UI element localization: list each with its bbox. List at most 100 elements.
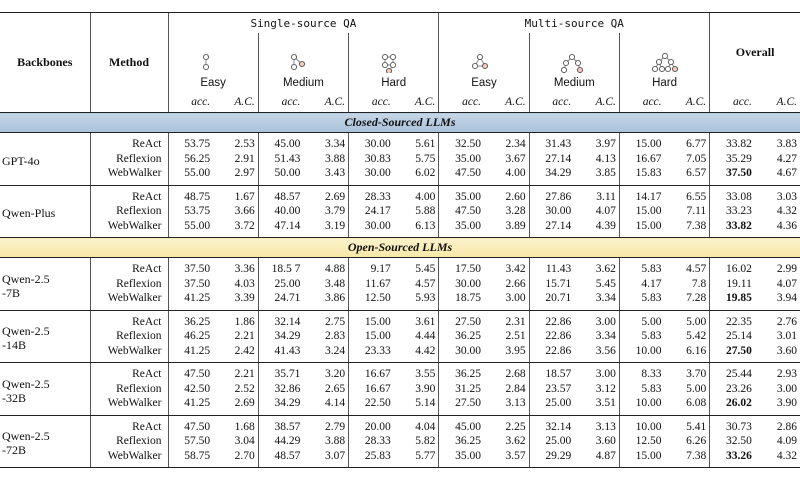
data-row: Reflexion 56.25 2.91 51.43 3.88 30.83 5.75 35.0… bbox=[0, 151, 800, 166]
value-cell: 6.26 bbox=[686, 435, 707, 447]
value-cell: 7.38 bbox=[664, 448, 710, 468]
value-cell: 3.90 bbox=[754, 396, 800, 416]
value-cell: 27.50 bbox=[709, 343, 755, 363]
value-cell: 5.83 bbox=[618, 291, 665, 311]
method-cell: WebWalker bbox=[89, 291, 168, 311]
value-cell: 20.00 bbox=[348, 415, 394, 434]
level-label: Easy bbox=[200, 77, 226, 89]
value-cell: 6.02 bbox=[393, 166, 439, 186]
value-cell: 4.13 bbox=[595, 152, 616, 165]
value-cell: 1.86 bbox=[234, 315, 255, 328]
value-cell: 15.00 bbox=[618, 204, 665, 219]
level-header: Easy bbox=[167, 33, 259, 92]
method-cell: WebWalker bbox=[89, 343, 168, 363]
value-cell: 32.14 bbox=[528, 415, 575, 434]
metric-header: A.C. bbox=[483, 92, 530, 113]
metric-header: A.C. bbox=[213, 92, 259, 113]
value-cell: 5.93 bbox=[393, 291, 439, 311]
value-cell: 42.50 bbox=[167, 381, 214, 396]
value-cell: 3.88 bbox=[324, 152, 346, 165]
value-cell: 37.50 bbox=[167, 257, 214, 277]
method-cell: ReAct bbox=[89, 415, 168, 434]
value-cell: 2.52 bbox=[234, 382, 255, 395]
value-cell: 2.99 bbox=[776, 263, 797, 275]
value-cell: 9.17 bbox=[348, 257, 394, 277]
metric-header: acc. bbox=[709, 92, 755, 113]
value-cell: 3.56 bbox=[574, 343, 620, 363]
value-cell: 27.50 bbox=[438, 310, 484, 329]
value-cell: 16.67 bbox=[618, 151, 665, 166]
value-cell: 3.00 bbox=[595, 315, 616, 328]
backbone-cell: GPT-4o bbox=[0, 132, 90, 186]
value-cell: 38.57 bbox=[257, 415, 304, 434]
value-cell: 26.02 bbox=[709, 396, 755, 416]
value-cell: 33.26 bbox=[709, 448, 755, 468]
value-cell: 3.85 bbox=[574, 166, 620, 186]
method-cell: Reflexion bbox=[89, 204, 168, 219]
value-cell: 3.03 bbox=[776, 190, 797, 203]
level-label: Medium bbox=[282, 77, 324, 89]
value-cell: 12.50 bbox=[618, 434, 665, 449]
value-cell: 3.72 bbox=[213, 218, 259, 238]
value-cell: 32.50 bbox=[709, 434, 755, 449]
value-cell: 51.43 bbox=[257, 151, 304, 166]
value-cell: 44.29 bbox=[257, 434, 304, 449]
method-cell: ReAct bbox=[89, 132, 168, 152]
value-cell: 3.89 bbox=[483, 218, 530, 238]
data-row: Qwen-2.5 -7B ReAct 37.50 3.36 18.5 7 4.88 9.17 5… bbox=[0, 257, 800, 311]
value-cell: 19.11 bbox=[709, 276, 755, 291]
backbone-cell: Qwen-2.5 -14B bbox=[0, 310, 90, 363]
backbone-name: -7B bbox=[2, 285, 20, 300]
data-row: WebWalker 55.00 3.72 47.14 3.19 30.00 6.13 35.0… bbox=[0, 218, 800, 238]
value-cell: 3.94 bbox=[754, 291, 800, 311]
value-cell: 3.12 bbox=[595, 382, 616, 395]
value-cell: 2.68 bbox=[505, 368, 526, 380]
value-cell: 18.57 bbox=[528, 362, 575, 382]
value-cell: 4.14 bbox=[303, 396, 349, 416]
value-cell: 3.55 bbox=[415, 368, 436, 380]
method-cell: ReAct bbox=[89, 185, 168, 204]
value-cell: 3.60 bbox=[754, 343, 800, 363]
value-cell: 48.57 bbox=[257, 448, 304, 468]
backbone-name: Qwen-2.5 bbox=[2, 376, 50, 391]
value-cell: 30.00 bbox=[438, 276, 484, 291]
data-row: Reflexion 37.50 4.03 25.00 3.48 11.67 4.57 30.0… bbox=[0, 276, 800, 291]
value-cell: 4.09 bbox=[776, 435, 797, 447]
value-cell: 3.00 bbox=[595, 368, 616, 380]
value-cell: 27.50 bbox=[438, 396, 484, 416]
value-cell: 3.34 bbox=[574, 291, 620, 311]
value-cell: 22.86 bbox=[528, 329, 575, 344]
value-cell: 3.83 bbox=[776, 138, 797, 150]
data-row: WebWalker 41.25 3.39 24.71 3.86 12.50 5.93 18.7… bbox=[0, 291, 800, 311]
value-cell: 35.29 bbox=[709, 151, 755, 166]
value-cell: 33.82 bbox=[709, 218, 755, 238]
value-cell: 58.75 bbox=[167, 448, 214, 468]
value-cell: 56.25 bbox=[167, 151, 214, 166]
value-cell: 5.75 bbox=[415, 152, 436, 165]
value-cell: 37.50 bbox=[167, 276, 214, 291]
level-label: Hard bbox=[652, 77, 678, 89]
metric-header: A.C. bbox=[754, 92, 800, 113]
data-row: Qwen-2.5 -14B ReAct 36.25 1.86 32.14 2.75 15.00… bbox=[0, 310, 800, 363]
level-label: Medium bbox=[553, 77, 595, 89]
value-cell: 46.25 bbox=[167, 329, 214, 344]
value-cell: 36.25 bbox=[438, 329, 484, 344]
value-cell: 14.17 bbox=[618, 185, 665, 204]
value-cell: 5.00 bbox=[686, 315, 707, 328]
data-row: Qwen-Plus ReAct 48.75 1.67 48.57 2.69 28.33 4.0… bbox=[0, 185, 800, 238]
value-cell: 2.21 bbox=[234, 330, 255, 342]
value-cell: 2.97 bbox=[213, 166, 259, 186]
group-header: Multi-source QA bbox=[438, 12, 710, 33]
value-cell: 3.88 bbox=[324, 435, 346, 447]
backbone-name: -72B bbox=[2, 443, 26, 458]
method-cell: WebWalker bbox=[89, 218, 168, 238]
header-row: Easy Medium Hard Easy Medium Hard bbox=[0, 33, 800, 92]
method-cell: ReAct bbox=[89, 310, 168, 329]
value-cell: 3.00 bbox=[483, 291, 530, 311]
value-cell: 3.70 bbox=[686, 368, 707, 380]
backbone-name: GPT-4o bbox=[2, 153, 40, 168]
value-cell: 15.00 bbox=[618, 218, 665, 238]
value-cell: 36.25 bbox=[438, 434, 484, 449]
method-cell: WebWalker bbox=[89, 166, 168, 186]
method-cell: Reflexion bbox=[89, 276, 168, 291]
